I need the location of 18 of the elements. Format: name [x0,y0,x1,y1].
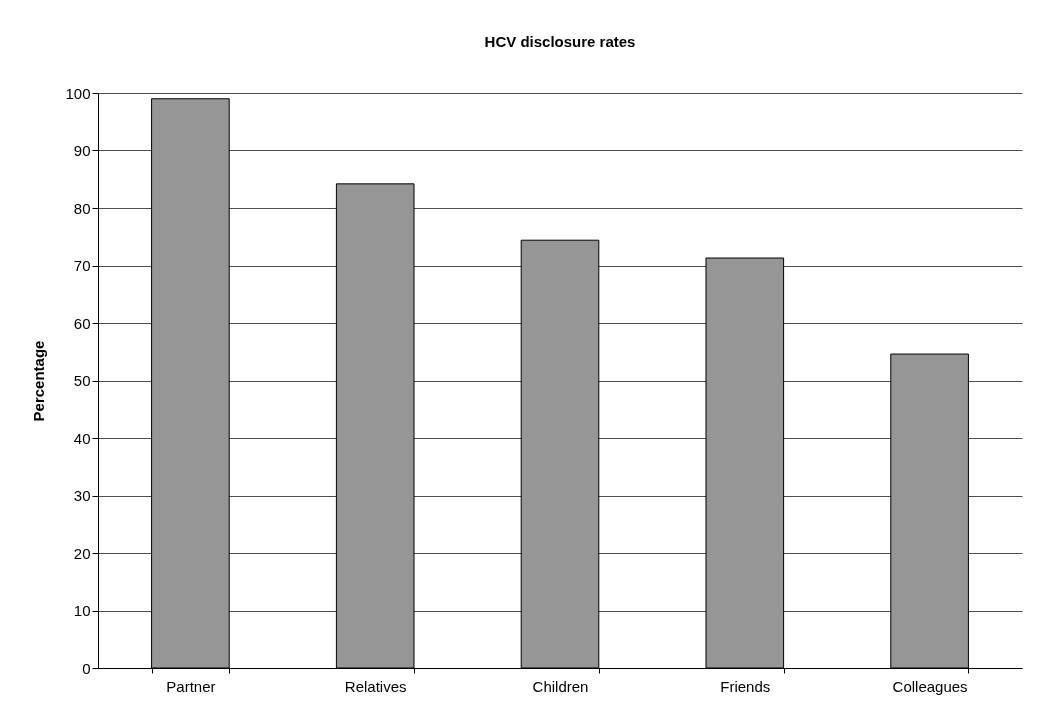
x-tick-label: Friends [720,677,771,695]
y-tick-label: 100 [65,84,91,102]
y-tick-label: 10 [73,602,91,619]
x-tick-label: Partner [166,677,216,695]
x-tick-label: Relatives [344,677,407,695]
y-tick-label: 60 [73,314,91,332]
x-tick-label: Children [532,677,589,695]
y-axis-title: Percentage [30,340,48,422]
y-tick-label: 80 [73,199,91,217]
y-tick-label: 50 [73,372,91,389]
x-tick-label: Colleagues [892,677,968,695]
y-tick-label: 30 [73,487,91,504]
y-tick-label: 0 [82,659,91,677]
y-tick-label: 90 [73,142,91,159]
chart-title: HCV disclosure rates [484,33,636,50]
y-tick-label: 40 [73,429,91,447]
y-tick-label: 70 [73,257,91,274]
y-tick-label: 20 [73,544,91,562]
